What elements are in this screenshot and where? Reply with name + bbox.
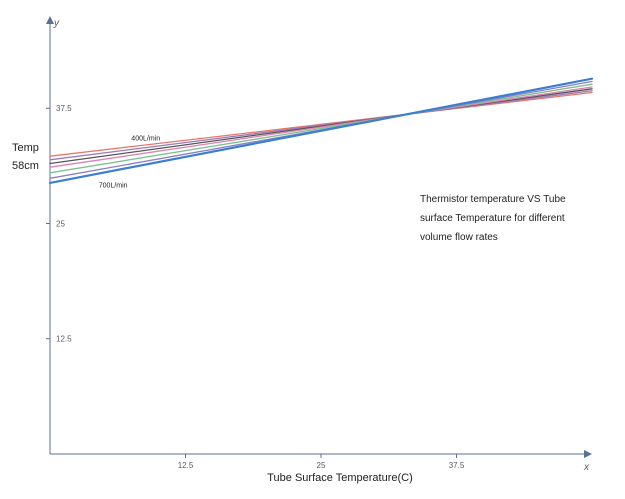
series-line-5 [49,83,593,174]
series-labels: 400L/min 700L/min [99,136,160,190]
x-axis-label: Tube Surface Temperature(C) [267,472,413,484]
y-tick-label: 12.5 [56,335,72,344]
y-axis-label-line-1: Temp [12,142,39,154]
series-label-700: 700L/min [99,183,128,190]
y-axis-label: Temp 58cm [12,142,39,172]
y-tick-label: 37.5 [56,104,72,113]
series-line-1 [49,91,593,157]
x-tick-label: 12.5 [178,461,194,470]
series-line-3 [49,88,593,165]
ticks: 12.5 25 37.5 12.5 25 37.5 [46,104,465,470]
chart-title-line-3: volume flow rates [420,232,498,243]
series-label-400: 400L/min [131,136,160,143]
x-axis-arrow [584,450,592,458]
chart-title: Thermistor temperature VS Tube surface T… [420,194,566,243]
series-lines [48,77,594,184]
series-line-7 [48,77,594,184]
x-tick-label: 37.5 [449,461,465,470]
chart-title-line-1: Thermistor temperature VS Tube [420,194,566,205]
series-line-2 [49,90,593,161]
axes: y x [46,16,592,473]
y-axis-arrow [46,16,54,24]
y-axis-name: y [53,18,60,29]
chart-title-line-2: surface Temperature for different [420,213,565,224]
x-axis-name: x [583,462,590,473]
x-tick-label: 25 [317,461,326,470]
series-line-4 [49,86,593,168]
y-axis-label-line-2: 58cm [12,160,39,172]
y-tick-label: 25 [56,219,65,228]
